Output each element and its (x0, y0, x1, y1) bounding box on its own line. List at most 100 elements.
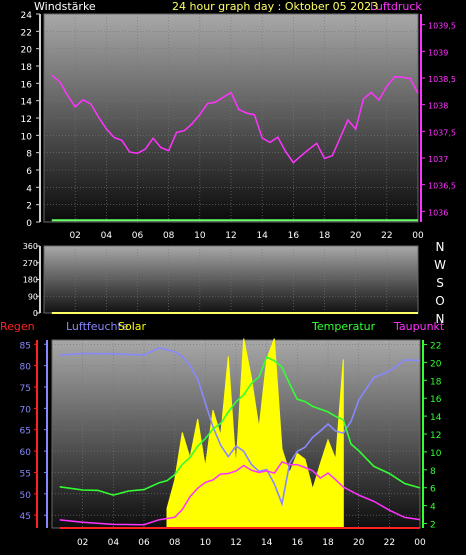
compass-label: N (436, 240, 445, 254)
panel3-right-tick-label: 4 (430, 503, 436, 513)
panel1-right-tick-label: 1037 (428, 155, 448, 164)
compass-label: N (436, 312, 445, 326)
panel1-left-tick-label: 6 (26, 167, 32, 177)
panel2-left-tick-label: 90 (28, 292, 38, 301)
panel1-x-tick-label: 12 (225, 231, 236, 241)
panel3-right-tick-label: 8 (430, 467, 436, 477)
panel1-x-tick-label: 14 (256, 231, 268, 241)
compass-label: W (434, 258, 446, 272)
panel1-x-tick-label: 00 (412, 231, 424, 241)
temperature-line (59, 356, 421, 496)
panel3-left-tick-label: 55 (20, 469, 31, 479)
panel3-left-tick-label: 70 (20, 405, 32, 415)
panel1-left-tick-label: 8 (26, 150, 32, 160)
panel3-left-tick-label: 75 (20, 384, 31, 394)
panel1-left-tick-label: 12 (21, 115, 32, 125)
panel3-right-tick-label: 14 (430, 413, 442, 423)
panel1-left-tick-label: 14 (21, 98, 33, 108)
panel3-x-tick-label: 14 (261, 538, 273, 548)
panel3-x-tick-label: 16 (292, 538, 304, 548)
panel1-left-tick-label: 0 (26, 219, 32, 229)
panel1-x-tick-label: 20 (350, 231, 362, 241)
panel3-rain-axis (34, 340, 38, 528)
panel2-left-tick-label: 180 (23, 276, 38, 285)
panel1-right-tick-label: 1039,5 (428, 22, 456, 31)
panel1-right-tick-label: 1036 (428, 208, 448, 217)
panel3-left-tick-label: 50 (20, 491, 32, 501)
legend-humidity: Luftfeuchte (66, 320, 129, 333)
panel1-left-tick-label: 22 (21, 28, 32, 38)
panel1-x-tick-label: 08 (163, 231, 175, 241)
pressure-line (51, 74, 419, 164)
legend-dewpoint: Taupunkt (393, 320, 445, 333)
legend-temperature: Temperatur (311, 320, 376, 333)
panel3-x-tick-label: 04 (108, 538, 120, 548)
panel2-left-axis: 0 90 180 270 360 (23, 242, 41, 318)
compass-label: O (435, 294, 444, 308)
panel3-x-tick-label: 06 (138, 538, 150, 548)
panel3-left-tick-label: 60 (20, 448, 32, 458)
panel1-right-tick-label: 1038,5 (428, 75, 456, 84)
panel3-left-tick-label: 65 (20, 427, 31, 437)
panel3-right-tick-label: 18 (430, 377, 442, 387)
panel1-x-tick-label: 16 (288, 231, 300, 241)
panel1-left-tick-label: 10 (21, 132, 33, 142)
panel3-right-tick-label: 10 (430, 449, 442, 459)
panel1-x-tick-label: 22 (381, 231, 392, 241)
humidity-line (59, 347, 421, 507)
panel1-gridlines (44, 13, 419, 223)
panel3-left-tick-label: 45 (20, 512, 31, 522)
panel3-left-tick-label: 80 (20, 363, 32, 373)
compass-label: S (436, 276, 444, 290)
panel1-left-tick-label: 2 (26, 202, 32, 212)
legend-solar: Solar (118, 320, 147, 333)
panel2-left-tick-label: 360 (23, 242, 38, 251)
panel1-x-tick-label: 10 (194, 231, 206, 241)
legend-rain: Regen (0, 320, 35, 333)
panel3-right-tick-label: 6 (430, 485, 436, 495)
panel3-temperature-axis: 2 4 6 8 10 12 14 16 18 20 22 (422, 340, 442, 531)
panel1-x-axis: 02 04 06 08 10 12 14 16 18 20 22 00 (69, 231, 424, 241)
panel3-right-tick-label: 2 (430, 521, 436, 531)
panel3-left-tick-label: 85 (20, 341, 31, 351)
panel1-x-tick-label: 02 (69, 231, 80, 241)
panel1-series (51, 74, 419, 222)
panel3-x-tick-label: 12 (230, 538, 241, 548)
panel3-right-tick-label: 20 (430, 359, 442, 369)
panel3-right-tick-label: 22 (430, 341, 441, 351)
panel1-right-tick-label: 1039 (428, 48, 448, 57)
panel1-left-tick-label: 4 (26, 184, 32, 194)
panel3-series (59, 338, 421, 529)
panel3-x-axis: 02 04 06 08 10 12 14 16 18 20 22 00 (77, 538, 426, 548)
wind-axis-title: Windstärke (34, 0, 96, 13)
panel1-x-tick-label: 04 (101, 231, 113, 241)
panel3-x-tick-label: 08 (169, 538, 181, 548)
panel1-x-tick-label: 06 (132, 231, 144, 241)
panel3-x-tick-label: 18 (322, 538, 334, 548)
panel3-right-tick-label: 16 (430, 395, 442, 405)
panel1-right-tick-label: 1036,5 (428, 182, 456, 191)
panel1-right-tick-label: 1038 (428, 102, 448, 111)
panel1-left-tick-label: 20 (21, 46, 33, 56)
panel1-right-axis: 1036 1036,5 1037 1037,5 1038 1038,5 1039 1039,5 (420, 14, 456, 222)
panel1-right-tick-label: 1037,5 (428, 128, 456, 137)
panel3-x-tick-label: 22 (384, 538, 395, 548)
panel3-right-tick-label: 12 (430, 431, 441, 441)
panel3-x-tick-label: 02 (77, 538, 88, 548)
chart-title: 24 hour graph day : Oktober 05 2023 (172, 0, 378, 13)
panel3-x-tick-label: 00 (414, 538, 426, 548)
panel1-left-tick-label: 18 (21, 63, 33, 73)
panel1-left-tick-label: 16 (21, 80, 33, 90)
pressure-axis-title: Luftdruck (370, 0, 422, 13)
panel3-x-tick-label: 20 (353, 538, 365, 548)
panel3-humidity-axis: 45 50 55 60 65 70 75 80 85 (20, 340, 48, 528)
panel2-left-tick-label: 270 (23, 259, 38, 268)
panel2-left-tick-label: 0 (33, 309, 38, 318)
panel1-left-tick-label: 24 (21, 11, 33, 21)
dewpoint-line (59, 460, 421, 526)
panel1-x-tick-label: 18 (319, 231, 331, 241)
panel3-x-tick-label: 10 (200, 538, 212, 548)
